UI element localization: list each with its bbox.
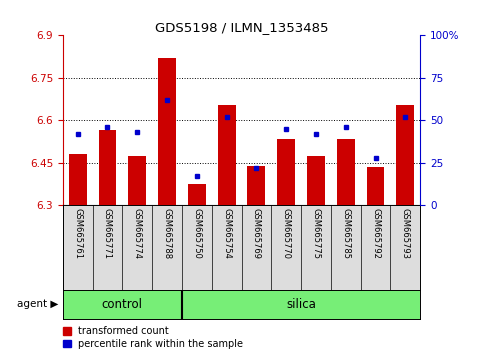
Text: GSM665774: GSM665774 (133, 208, 142, 259)
Bar (188, 184, 206, 205)
Bar (99, 130, 116, 205)
Text: agent ▶: agent ▶ (16, 299, 58, 309)
Text: GSM665761: GSM665761 (73, 208, 82, 259)
Bar (367, 167, 384, 205)
Text: GSM665792: GSM665792 (371, 208, 380, 259)
Bar (128, 156, 146, 205)
Text: GSM665771: GSM665771 (103, 208, 112, 259)
Text: GSM665793: GSM665793 (401, 208, 410, 259)
Text: control: control (102, 298, 143, 311)
Text: GSM665770: GSM665770 (282, 208, 291, 259)
Bar (397, 105, 414, 205)
Bar (247, 166, 265, 205)
Text: GSM665788: GSM665788 (163, 208, 171, 259)
Title: GDS5198 / ILMN_1353485: GDS5198 / ILMN_1353485 (155, 21, 328, 34)
Bar (218, 105, 236, 205)
Legend: transformed count, percentile rank within the sample: transformed count, percentile rank withi… (63, 326, 243, 349)
Text: GSM665750: GSM665750 (192, 208, 201, 259)
Text: GSM665775: GSM665775 (312, 208, 320, 259)
Bar (337, 139, 355, 205)
Bar (158, 58, 176, 205)
Text: GSM665754: GSM665754 (222, 208, 231, 259)
Bar (69, 154, 86, 205)
Text: GSM665785: GSM665785 (341, 208, 350, 259)
Text: GSM665769: GSM665769 (252, 208, 261, 259)
Text: silica: silica (286, 298, 316, 311)
Bar (307, 156, 325, 205)
Bar (277, 139, 295, 205)
